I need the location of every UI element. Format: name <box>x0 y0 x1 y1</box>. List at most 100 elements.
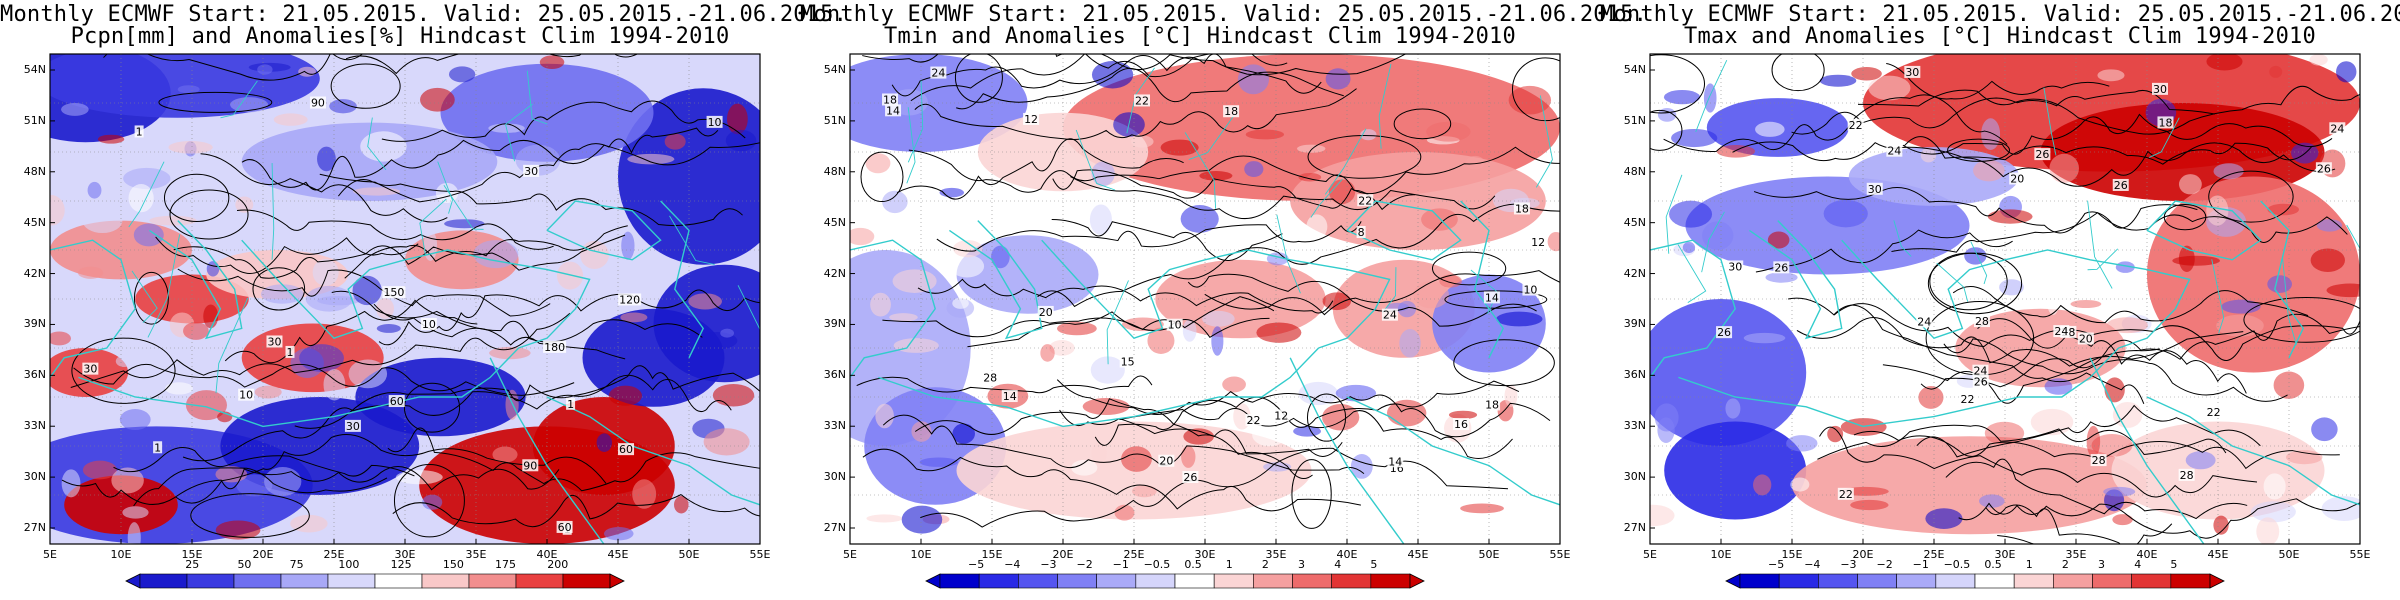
country-border <box>2346 224 2360 250</box>
anomaly-speckle <box>348 359 388 389</box>
anomaly-speckle <box>203 304 219 329</box>
lon-label: 10E <box>110 548 132 561</box>
anomaly-speckle <box>1040 344 1055 362</box>
anomaly-speckle <box>61 103 89 116</box>
contour-label: 24 <box>2330 122 2344 135</box>
lat-label: 42N <box>23 266 46 280</box>
contour-label-bg <box>1716 326 1733 339</box>
contour-label: 1 <box>567 398 574 411</box>
contour-label: 20 <box>1159 455 1173 468</box>
contour-label-bg <box>1837 487 1854 500</box>
contour-label-bg <box>420 317 437 330</box>
colorbar-label: 150 <box>442 558 464 571</box>
contour-label: 18 <box>883 93 897 106</box>
lon-label: 25E <box>323 548 345 561</box>
anomaly-speckle <box>1925 508 1963 529</box>
contour-loop <box>2243 296 2360 343</box>
contour-label-bg <box>566 397 576 410</box>
anomaly-speckle <box>1987 209 2033 224</box>
colorbar-segment <box>233 573 282 589</box>
contour-label: 12 <box>1531 236 1545 249</box>
anomaly-speckle <box>2178 245 2195 273</box>
anomaly-speckle <box>2213 163 2244 180</box>
country-border <box>1893 220 1912 257</box>
contour-loop <box>330 63 401 109</box>
anomaly-speckle <box>1682 241 1696 254</box>
lon-label: 50E <box>1478 548 1500 561</box>
colorbar-label: 2 <box>2061 558 2069 571</box>
anomaly-speckle <box>1669 200 1713 228</box>
contour-label: 24 <box>1383 309 1397 322</box>
contour-label: 30 <box>83 363 97 376</box>
colorbar-label: −3 <box>1040 558 1057 571</box>
coastline <box>2260 200 2305 359</box>
contour-label-bg <box>522 459 539 472</box>
contour-label-bg <box>1037 305 1054 318</box>
country-border <box>1184 132 1217 209</box>
coastline <box>78 347 520 428</box>
panel-tmin: Monthly ECMWF Start: 21.05.2015. Valid: … <box>800 0 1647 600</box>
anomaly-speckle <box>149 215 197 226</box>
lon-label: 35E <box>2065 548 2087 561</box>
anomaly-speckle <box>2206 54 2243 71</box>
anomaly-speckle <box>1893 406 1920 433</box>
contour-loop <box>1947 138 2010 162</box>
contour-line <box>1094 380 1520 446</box>
country-border <box>907 80 924 163</box>
anomaly-speckle <box>1918 385 1944 409</box>
contour-label-bg <box>2315 162 2332 175</box>
colorbar-arrow-left <box>925 573 941 589</box>
contour-label: 1 <box>286 346 293 359</box>
anomaly-speckle <box>875 403 894 429</box>
contour-line <box>1985 504 2173 544</box>
colorbar-segment <box>280 573 329 589</box>
anomaly-speckle <box>1131 135 1154 148</box>
colorbar-segment <box>1331 573 1372 589</box>
anomaly-speckle <box>1508 85 1552 115</box>
country-border <box>1106 280 1129 365</box>
contour-label-bg <box>1452 418 1469 431</box>
lat-label: 39N <box>823 317 846 331</box>
anomaly-speckle <box>448 66 476 83</box>
anomaly-speckle <box>1121 317 1164 332</box>
contour-label-bg <box>2112 178 2129 191</box>
contour-line <box>1920 313 2360 390</box>
anomaly-speckle <box>2221 299 2261 314</box>
anomaly-speckle <box>423 230 438 261</box>
contour-line <box>1819 426 2258 498</box>
colorbar-label: 75 <box>289 558 304 571</box>
lon-label: 5E <box>43 548 57 561</box>
coastline <box>1678 347 2120 428</box>
country-border <box>1075 129 1116 191</box>
anomaly-speckle <box>128 184 154 213</box>
colorbar-label: −4 <box>1004 558 1021 571</box>
contour-loop <box>158 91 273 113</box>
contour-label: 26 <box>1774 261 1788 274</box>
lon-label: 45E <box>1407 548 1429 561</box>
anomaly-speckle <box>1981 118 2001 151</box>
colorbar-segment <box>1292 573 1332 589</box>
contour-loop <box>163 173 230 222</box>
contour-line <box>882 296 1275 338</box>
contour-label-bg <box>885 104 902 117</box>
colorbar-segment <box>1739 573 1780 589</box>
contour-label-bg <box>2053 325 2070 338</box>
anomaly-region <box>1664 421 1807 520</box>
contour-label-bg <box>2178 468 2195 481</box>
colorbar-label: −1 <box>1112 558 1129 571</box>
colorbar-label: 3 <box>1298 558 1306 571</box>
colorbar-segment <box>468 573 517 589</box>
map-field: 2426283022201824262830222426202224262830… <box>1650 54 2360 544</box>
panel-title-line1: Monthly ECMWF Start: 21.05.2015. Valid: … <box>0 2 848 27</box>
contour-line <box>936 221 1362 252</box>
coastline <box>1841 239 2006 340</box>
contour-label: 14 <box>886 104 900 117</box>
contour-label: 10 <box>1523 284 1537 297</box>
colorbar-label: −4 <box>1804 558 1821 571</box>
colorbar-segment <box>1935 573 1976 589</box>
anomaly-speckle <box>360 131 407 162</box>
contour-label: 24 <box>2054 325 2068 338</box>
anomaly-speckle <box>2086 425 2101 458</box>
coastline <box>50 239 136 378</box>
anomaly-speckle <box>621 231 635 260</box>
